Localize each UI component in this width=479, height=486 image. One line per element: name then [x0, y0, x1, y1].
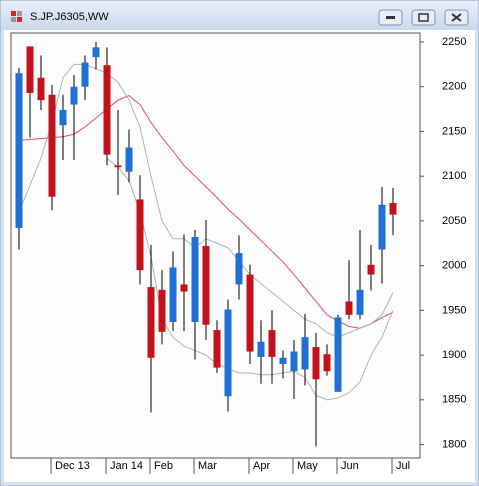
y-tick-label: 1900 — [442, 349, 466, 361]
candle-body — [15, 73, 23, 229]
candle-body — [70, 86, 78, 105]
indicator-line — [106, 157, 394, 401]
candle-body — [389, 203, 397, 215]
x-tick-label: Jul — [396, 460, 410, 472]
candle-body — [235, 253, 243, 285]
x-tick-label: Feb — [154, 460, 173, 472]
candle-body — [290, 351, 298, 372]
candle-body — [345, 301, 353, 315]
candle-body — [246, 274, 254, 352]
candle-body — [191, 237, 199, 322]
y-tick-label: 2100 — [442, 170, 466, 182]
indicator-line — [18, 95, 394, 329]
close-button[interactable] — [444, 9, 469, 26]
candle-body — [202, 245, 210, 325]
maximize-button[interactable] — [411, 9, 436, 26]
candle-body — [312, 347, 320, 380]
candle-body — [136, 199, 144, 271]
x-tick-label: Jun — [341, 460, 359, 472]
y-tick-label: 2200 — [442, 81, 466, 93]
candle-body — [59, 109, 67, 126]
candle-body — [378, 204, 386, 250]
candle-body — [125, 147, 133, 172]
y-tick-label: 2250 — [442, 36, 466, 48]
x-tick-label: Mar — [198, 460, 217, 472]
candle-body — [323, 354, 331, 372]
y-tick-label: 2150 — [442, 125, 466, 137]
plot-area — [10, 32, 421, 459]
candle-body — [279, 357, 287, 365]
candle-body — [268, 330, 276, 357]
candle-body — [48, 94, 56, 197]
candle-body — [37, 77, 45, 101]
x-tick-label: Jan 14 — [110, 460, 143, 472]
window-title: S.JP.J6305,WW — [30, 11, 109, 23]
y-tick-label: 1800 — [442, 438, 466, 450]
candle-body — [224, 309, 232, 397]
candle-body — [257, 341, 265, 357]
candle-body — [81, 62, 89, 87]
y-tick-label: 1850 — [442, 394, 466, 406]
candle-body — [158, 289, 166, 332]
candle-body — [114, 165, 122, 168]
app-icon — [11, 11, 22, 22]
candle-body — [356, 289, 364, 315]
candle-body — [92, 47, 100, 58]
candle-body — [301, 337, 309, 370]
candle-body — [169, 267, 177, 322]
candle-body — [334, 317, 342, 392]
candle-body — [180, 284, 188, 292]
y-tick-label: 2000 — [442, 260, 466, 272]
candle-body — [147, 287, 155, 358]
x-tick-label: Dec 13 — [55, 460, 90, 472]
x-tick-label: May — [297, 460, 318, 472]
y-tick-label: 2050 — [442, 215, 466, 227]
minimize-button[interactable] — [378, 9, 403, 26]
candle-body — [213, 330, 221, 368]
y-tick-label: 1950 — [442, 304, 466, 316]
candle-body — [26, 46, 34, 93]
x-tick-label: Apr — [253, 460, 270, 472]
candle-body — [103, 65, 111, 155]
candle-body — [367, 264, 375, 275]
